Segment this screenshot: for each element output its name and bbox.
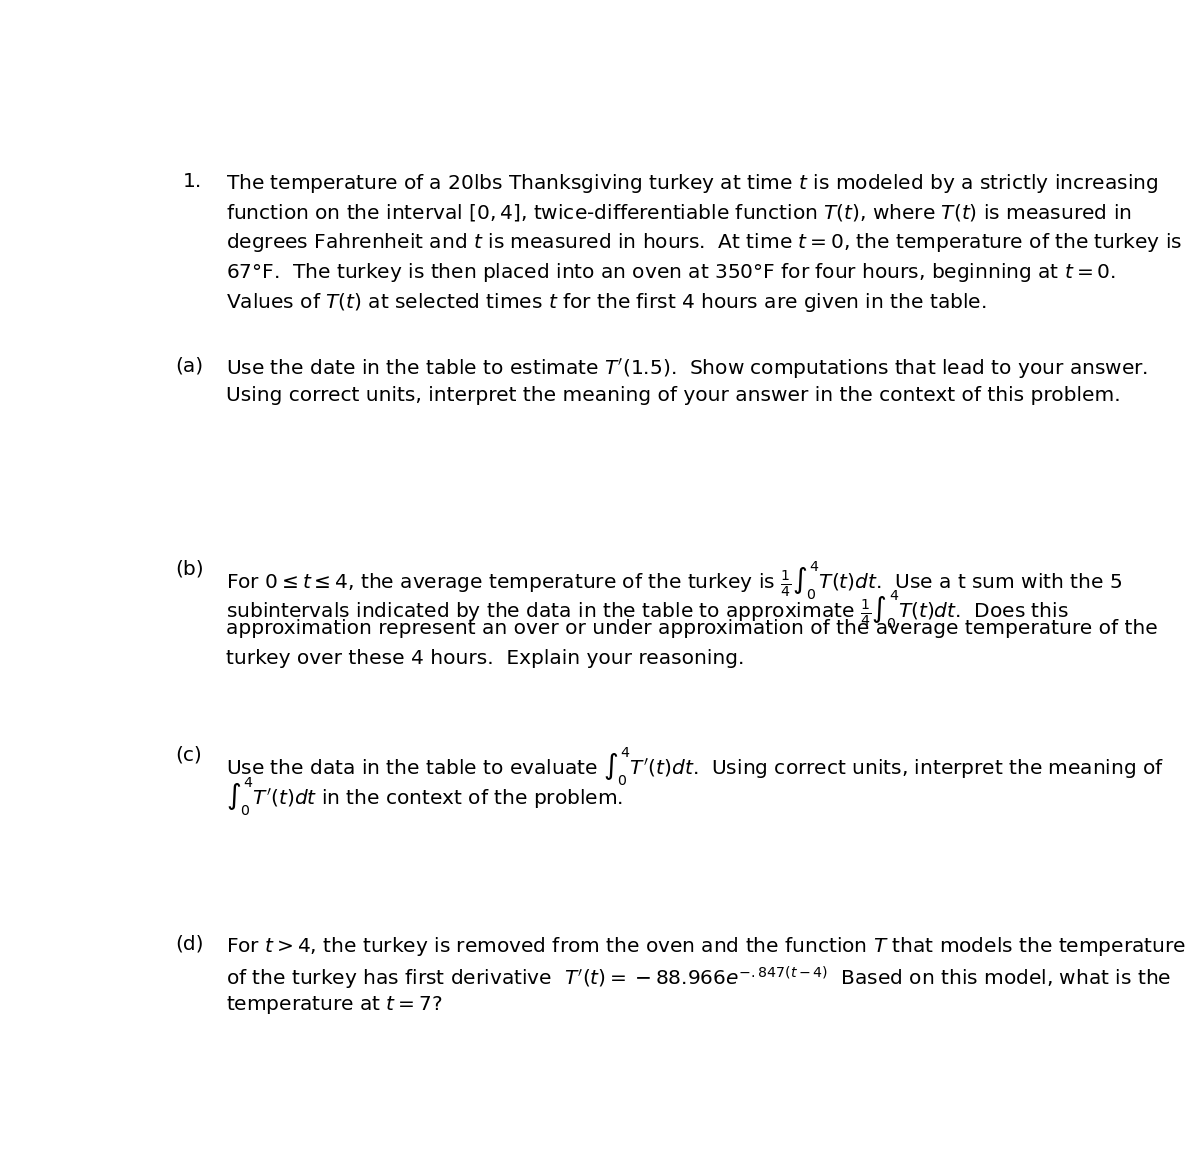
Text: For $t > 4$, the turkey is removed from the oven and the function $T$ that model: For $t > 4$, the turkey is removed from … — [227, 935, 1187, 958]
Text: 67°F.  The turkey is then placed into an oven at 350°F for four hours, beginning: 67°F. The turkey is then placed into an … — [227, 261, 1116, 284]
Text: temperature at $t = 7$?: temperature at $t = 7$? — [227, 994, 443, 1017]
Text: turkey over these 4 hours.  Explain your reasoning.: turkey over these 4 hours. Explain your … — [227, 648, 745, 668]
Text: subintervals indicated by the data in the table to approximate $\frac{1}{4}\int_: subintervals indicated by the data in th… — [227, 589, 1069, 632]
Text: The temperature of a 20lbs Thanksgiving turkey at time $t$ is modeled by a stric: The temperature of a 20lbs Thanksgiving … — [227, 172, 1159, 195]
Text: (d): (d) — [175, 935, 204, 954]
Text: Use the data in the table to evaluate $\int_0^4 T'(t)dt$.  Using correct units, : Use the data in the table to evaluate $\… — [227, 745, 1164, 789]
Text: (a): (a) — [175, 357, 203, 376]
Text: (b): (b) — [175, 559, 204, 578]
Text: 1.: 1. — [182, 172, 202, 191]
Text: For $0 \leq t \leq 4$, the average temperature of the turkey is $\frac{1}{4}\int: For $0 \leq t \leq 4$, the average tempe… — [227, 559, 1122, 601]
Text: degrees Fahrenheit and $t$ is measured in hours.  At time $t = 0$, the temperatu: degrees Fahrenheit and $t$ is measured i… — [227, 232, 1182, 254]
Text: (c): (c) — [175, 745, 202, 765]
Text: Use the date in the table to estimate $T'(1.5)$.  Show computations that lead to: Use the date in the table to estimate $T… — [227, 357, 1148, 380]
Text: function on the interval $[0, 4]$, twice-differentiable function $T(t)$, where $: function on the interval $[0, 4]$, twice… — [227, 201, 1132, 222]
Text: Values of $T(t)$ at selected times $t$ for the first 4 hours are given in the ta: Values of $T(t)$ at selected times $t$ f… — [227, 291, 986, 314]
Text: Using correct units, interpret the meaning of your answer in the context of this: Using correct units, interpret the meani… — [227, 386, 1121, 405]
Text: of the turkey has first derivative  $T'(t) = -88.966e^{-.847(t-4)}$  Based on th: of the turkey has first derivative $T'(t… — [227, 965, 1171, 992]
Text: $\int_0^4 T'(t)dt$ in the context of the problem.: $\int_0^4 T'(t)dt$ in the context of the… — [227, 776, 623, 818]
Text: approximation represent an over or under approximation of the average temperatur: approximation represent an over or under… — [227, 619, 1158, 638]
